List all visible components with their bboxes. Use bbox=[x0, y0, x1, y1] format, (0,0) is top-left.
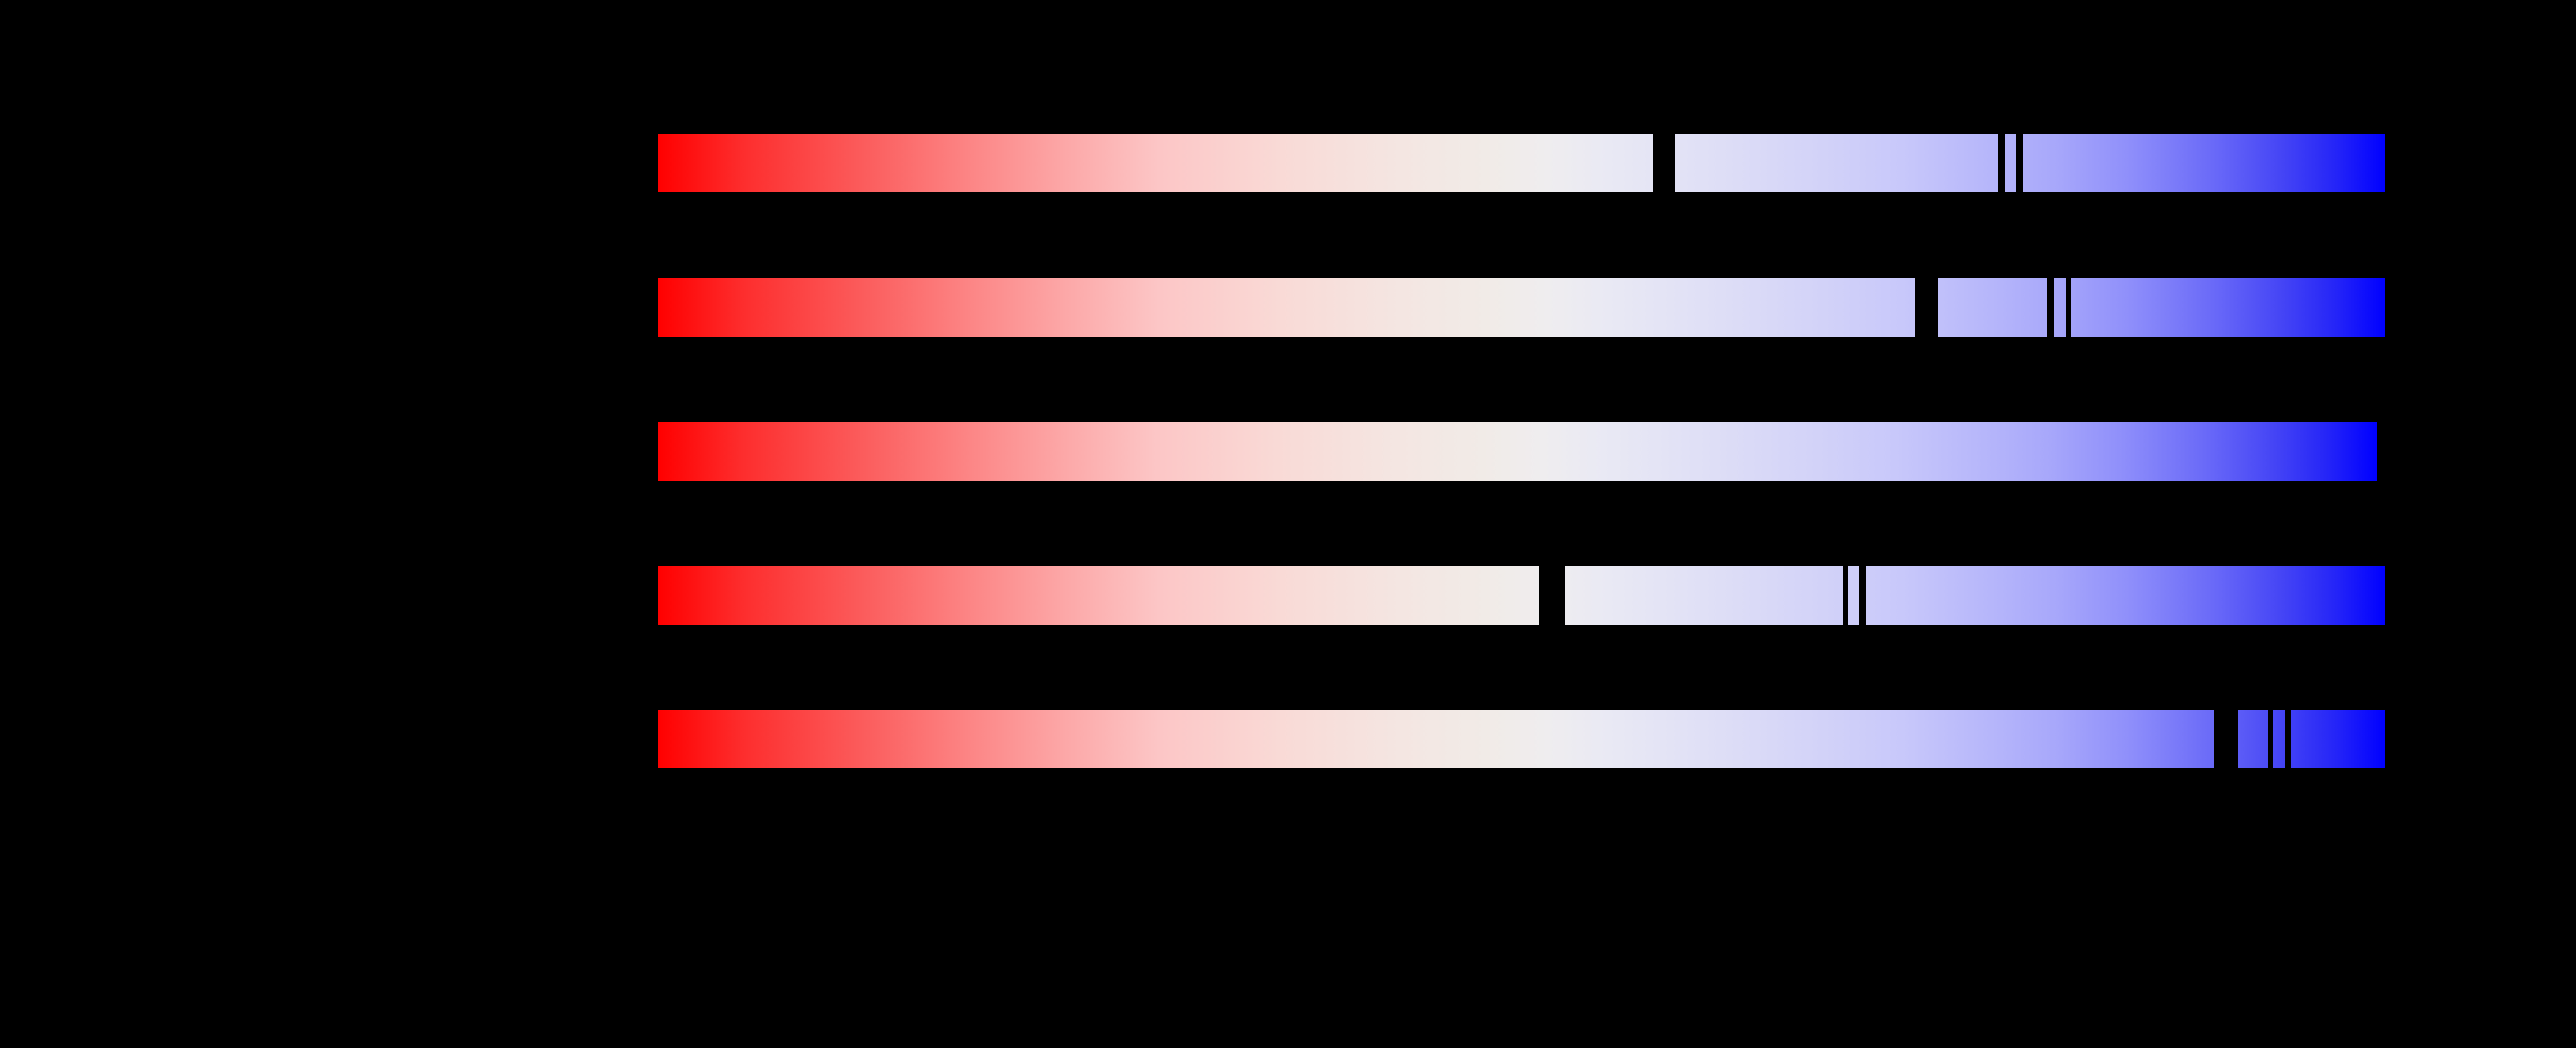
bar-gap-thin bbox=[1998, 133, 2006, 193]
bar-gap-wide bbox=[1653, 133, 1676, 193]
gradient-bar-1 bbox=[658, 133, 2386, 193]
bar-gap-wide bbox=[1539, 565, 1565, 625]
bar-gap-thin bbox=[1858, 565, 1866, 625]
gradient-bar-4 bbox=[658, 565, 2386, 625]
gradient-bar-5 bbox=[658, 709, 2386, 769]
gradient-bar-3 bbox=[658, 422, 2377, 481]
bar-gap-thin bbox=[2046, 278, 2054, 338]
bar-gap-thin bbox=[2285, 709, 2291, 769]
bar-gap-thin bbox=[2065, 278, 2071, 338]
bar-gap-thin bbox=[2268, 709, 2273, 769]
bar-gap-thin bbox=[2015, 133, 2023, 193]
bar-gap-wide bbox=[2214, 709, 2239, 769]
gradient-bar-2 bbox=[658, 278, 2386, 338]
bar-gap-thin bbox=[1843, 565, 1848, 625]
bar-gap-wide bbox=[1915, 278, 1938, 338]
